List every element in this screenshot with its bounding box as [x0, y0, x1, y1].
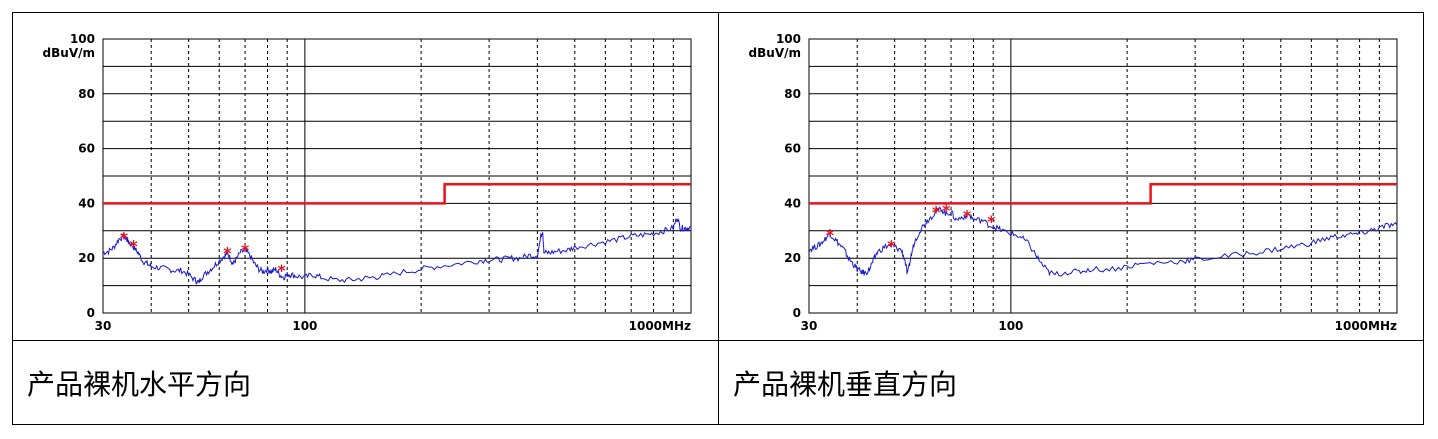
table-divider-horizontal — [13, 340, 1423, 341]
peak-marker: * — [129, 237, 138, 256]
peak-marker: * — [963, 206, 972, 225]
x-tick-label: 30 — [801, 319, 818, 333]
y-tick-label: 20 — [78, 251, 95, 265]
y-tick-label: 80 — [78, 87, 95, 101]
peak-marker: * — [987, 212, 996, 231]
y-axis-unit-label: dBuV/m — [749, 46, 801, 60]
x-tick-label: 100 — [292, 319, 317, 333]
y-tick-label: 40 — [78, 196, 95, 210]
emission-trace — [102, 217, 692, 285]
limit-line — [103, 182, 691, 205]
x-tick-label: 100 — [998, 319, 1023, 333]
peak-marker: * — [826, 226, 835, 245]
y-tick-label: 100 — [776, 32, 801, 46]
figure-table: 0 20 40 60 80 100 dBuV/m 30 100 1000MHz * * * * * 0 20 4… — [12, 12, 1424, 425]
caption-cell-vertical: 产品裸机垂直方向 — [719, 341, 1424, 425]
peak-marker: * — [241, 241, 250, 260]
y-tick-label: 40 — [784, 196, 801, 210]
x-tick-label: 1000MHz — [629, 319, 691, 333]
y-tick-label: 0 — [87, 306, 95, 320]
y-axis-unit-label: dBuV/m — [43, 46, 95, 60]
x-tick-label: 1000MHz — [1335, 319, 1397, 333]
peak-marker: * — [942, 201, 951, 220]
peak-marker: * — [932, 202, 941, 221]
x-tick-label: 30 — [95, 319, 112, 333]
peak-marker: * — [887, 237, 896, 256]
caption-vertical: 产品裸机垂直方向 — [733, 368, 958, 401]
caption-cell-horizontal: 产品裸机水平方向 — [13, 341, 718, 425]
y-tick-label: 20 — [784, 251, 801, 265]
emission-trace — [808, 206, 1398, 277]
y-tick-label: 80 — [784, 87, 801, 101]
y-tick-label: 60 — [784, 142, 801, 156]
peak-marker: * — [223, 243, 232, 262]
chart-cell-horizontal: 0 20 40 60 80 100 dBuV/m 30 100 1000MHz * * * * * — [13, 13, 718, 340]
y-tick-label: 0 — [793, 306, 801, 320]
table-divider-vertical — [718, 13, 719, 424]
chart-cell-vertical: 0 20 40 60 80 100 dBuV/m 30 100 1000MHz * * * * * * — [719, 13, 1424, 340]
y-tick-label: 100 — [70, 32, 95, 46]
peak-marker: * — [120, 228, 129, 247]
peak-marker: * — [277, 261, 286, 280]
y-tick-label: 60 — [78, 142, 95, 156]
caption-horizontal: 产品裸机水平方向 — [27, 368, 252, 401]
limit-line — [809, 182, 1397, 205]
